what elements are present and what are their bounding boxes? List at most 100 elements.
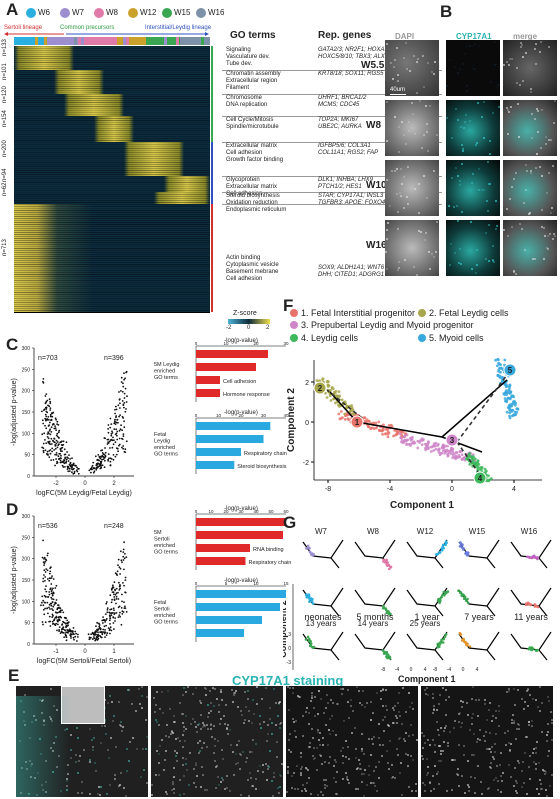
cell-point [343, 418, 347, 421]
stained-cell [521, 760, 524, 763]
gene-point [56, 446, 59, 449]
stained-cell [381, 705, 384, 708]
cell-nucleus [460, 162, 463, 165]
gene-point [59, 632, 62, 634]
heatmap [14, 46, 210, 313]
stained-cell [537, 792, 540, 795]
stained-cell [255, 743, 258, 746]
heatmap-row [14, 190, 210, 191]
stained-cell [190, 722, 193, 725]
cell-point [472, 455, 475, 458]
stained-cell [534, 763, 537, 766]
gene-point [118, 566, 121, 569]
stained-cell [245, 706, 248, 709]
gene-point [113, 598, 116, 601]
cell-nucleus [546, 247, 549, 250]
bar-tick-label: 0 [195, 413, 198, 418]
bar-axis-label: -log(p-value) [224, 506, 258, 512]
gene-point [90, 633, 93, 636]
go-term: Basement mebrane [226, 269, 279, 275]
stained-cell [545, 739, 548, 742]
gene-point [91, 464, 94, 467]
mini-trajectory [538, 557, 548, 569]
mini-cell-point [389, 612, 392, 616]
gene-point [46, 411, 49, 414]
bar-red [196, 376, 220, 384]
heatmap-row [14, 220, 210, 221]
bar-blue [196, 603, 280, 611]
stained-cell [320, 791, 323, 793]
cell-nucleus [465, 89, 468, 92]
cell-nucleus [391, 169, 394, 172]
gene-point [48, 440, 51, 443]
trajectory-node [503, 363, 517, 377]
gene-point [65, 623, 67, 625]
legend-dot [418, 309, 426, 317]
stained-cell [203, 687, 206, 690]
cell-nucleus [520, 45, 523, 48]
stained-cell [92, 746, 95, 749]
mini-cell-point [441, 543, 445, 547]
cell-point [434, 441, 438, 445]
x-tick-label: 0 [462, 667, 465, 672]
cell-nucleus [511, 226, 514, 229]
stained-cell [156, 721, 159, 724]
cell-nucleus [509, 198, 512, 201]
stained-cell [195, 731, 198, 734]
cell-nucleus [386, 267, 389, 270]
stained-cell [434, 764, 437, 767]
stained-cell [208, 689, 211, 692]
gene-point [114, 588, 116, 591]
heatmap-row [14, 60, 210, 61]
cell-point [516, 407, 520, 411]
stained-cell [305, 789, 308, 792]
stained-cell [377, 736, 380, 739]
stained-cell [346, 700, 349, 703]
gene-point [111, 598, 113, 601]
mini-cell-point [385, 563, 388, 566]
stained-cell [354, 787, 357, 790]
heatmap-row [14, 102, 210, 103]
stained-cell [261, 763, 264, 766]
gene-point [104, 631, 107, 634]
gene-point [123, 420, 125, 423]
stained-cell [252, 713, 255, 716]
gene-point [55, 429, 57, 431]
row-divider [222, 192, 442, 193]
stained-cell [247, 689, 249, 692]
stained-cell [397, 738, 400, 741]
cell-nucleus [530, 136, 533, 139]
gene-point [114, 423, 117, 425]
cell-nucleus [545, 143, 548, 146]
stained-cell [405, 710, 408, 713]
stained-cell [198, 739, 201, 742]
gene-point [49, 577, 52, 580]
stained-cell [238, 768, 241, 771]
gene-point [99, 463, 102, 466]
mini-cell-point [466, 551, 470, 554]
gene-point [44, 596, 47, 598]
heatmap-row [14, 56, 210, 57]
gene-point [43, 409, 45, 412]
mini-cell-point [309, 644, 312, 648]
mini-cell-point [444, 633, 448, 636]
stained-cell [363, 768, 366, 771]
stained-cell [538, 710, 541, 713]
heatmap-row [14, 50, 210, 51]
subpanel-label: W12 [417, 527, 434, 536]
cell-point [510, 394, 514, 398]
x-tick-label: -4 [447, 667, 452, 672]
stained-cell [158, 753, 161, 756]
gene-point [117, 591, 119, 594]
gene-point [91, 638, 94, 640]
stained-cell [332, 702, 335, 705]
cell-nucleus [522, 202, 525, 205]
stained-cell [360, 772, 363, 775]
stained-cell [431, 712, 434, 715]
cluster-bracket [211, 46, 213, 70]
stained-cell [301, 765, 304, 768]
gene-point [119, 407, 121, 409]
cell-point [503, 358, 507, 362]
cell-nucleus [434, 251, 437, 254]
gene-point [55, 439, 58, 442]
